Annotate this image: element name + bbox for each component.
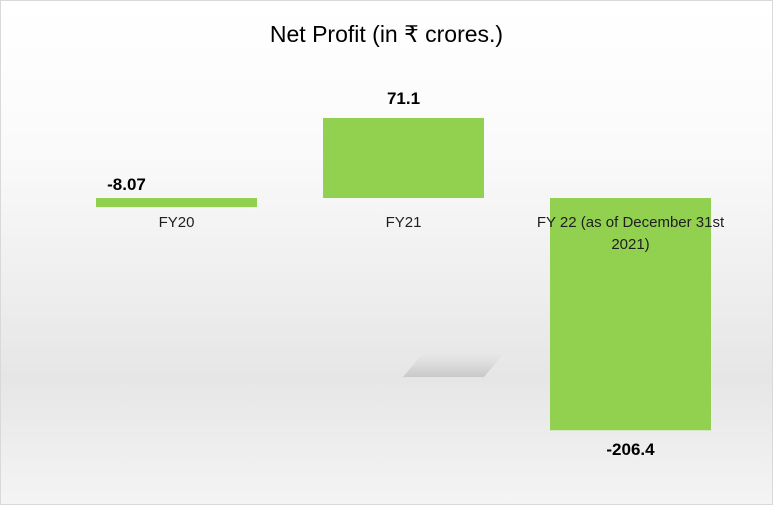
bars <box>96 118 711 431</box>
bar <box>550 198 711 431</box>
floor-shadows <box>403 353 504 377</box>
category-label: FY21 <box>386 214 422 231</box>
category-label: FY20 <box>159 214 195 231</box>
category-label: FY 22 (as of December 31st <box>537 214 725 231</box>
category-label: 2021) <box>611 236 649 253</box>
bar-shadow <box>403 353 504 377</box>
bar <box>323 118 484 198</box>
bar <box>96 198 257 208</box>
labels: -8.07 FY20 71.1 FY21 -206.4 FY 22 (as of Dece… <box>107 89 725 459</box>
data-label: -206.4 <box>606 440 655 459</box>
chart-title: Net Profit (in ₹ crores.) <box>269 21 504 47</box>
data-label: -8.07 <box>107 175 146 194</box>
data-label: 71.1 <box>387 89 420 108</box>
